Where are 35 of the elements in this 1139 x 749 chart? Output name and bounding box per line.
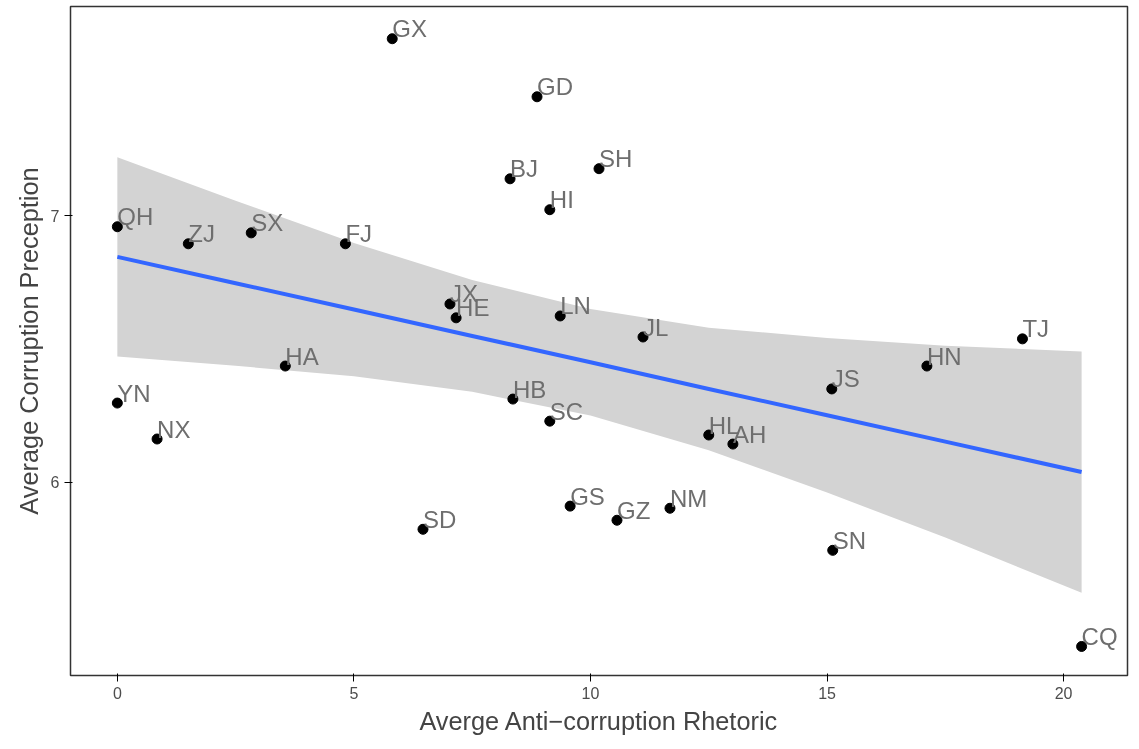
x-tick-label: 20 bbox=[1054, 684, 1073, 702]
line-series bbox=[115, 254, 1084, 475]
annotation: SN bbox=[832, 526, 867, 554]
y-tick-label: 7 bbox=[50, 207, 60, 225]
annotation: HN bbox=[926, 342, 962, 370]
annotation: QH bbox=[117, 203, 154, 231]
annotation: JS bbox=[831, 365, 860, 393]
x-tick-label: 0 bbox=[112, 684, 122, 702]
x-axis-title: Averge Anti−corruption Rhetoric bbox=[419, 706, 778, 735]
x-tick-label: 5 bbox=[349, 684, 359, 702]
annotation: SC bbox=[549, 397, 584, 425]
annotation: CQ bbox=[1081, 622, 1118, 650]
annotation: HB bbox=[512, 375, 547, 403]
annotation: HI bbox=[549, 186, 574, 214]
annotation: JL bbox=[643, 313, 669, 341]
annotation: GS bbox=[570, 482, 605, 510]
annotation: ZJ bbox=[188, 220, 215, 248]
annotation: YN bbox=[117, 379, 151, 407]
annotation: SD bbox=[422, 505, 457, 533]
annotation: LN bbox=[560, 292, 591, 320]
y-axis-title: Average Corruption Preception bbox=[14, 167, 43, 515]
annotation: SH bbox=[599, 145, 633, 173]
x-tick-label: 15 bbox=[818, 684, 837, 702]
annotation: TJ bbox=[1022, 315, 1050, 343]
annotation: GD bbox=[537, 73, 574, 101]
annotation: HA bbox=[285, 342, 319, 370]
annotation: SX bbox=[251, 209, 284, 237]
annotation: FJ bbox=[345, 220, 373, 248]
x-tick-label: 10 bbox=[581, 684, 600, 702]
y-tick-label: 6 bbox=[50, 474, 60, 492]
annotation: GZ bbox=[616, 496, 651, 524]
annotation: NX bbox=[157, 415, 191, 443]
annotation: BJ bbox=[510, 155, 539, 183]
annotation: NM bbox=[669, 484, 708, 512]
annotation: GX bbox=[392, 15, 427, 43]
